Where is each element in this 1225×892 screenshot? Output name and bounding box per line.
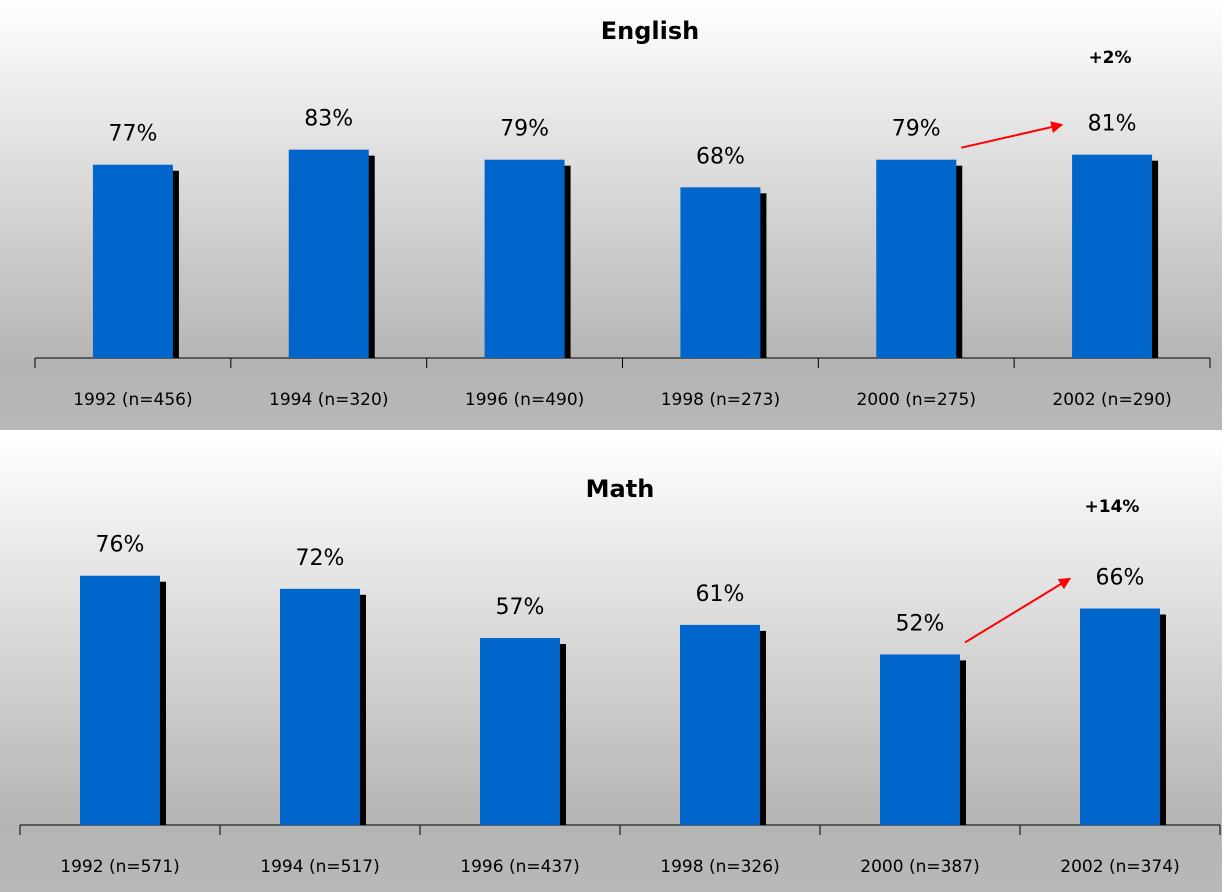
bar bbox=[484, 159, 565, 358]
x-tick-label: 2000 (n=275) bbox=[857, 390, 976, 410]
value-label: 68% bbox=[696, 144, 745, 169]
value-label: 52% bbox=[896, 611, 945, 636]
x-tick-label: 1996 (n=437) bbox=[460, 857, 579, 877]
x-tick-label: 1992 (n=456) bbox=[73, 390, 192, 410]
bar bbox=[280, 588, 360, 825]
x-tick-label: 1998 (n=273) bbox=[661, 390, 780, 410]
panel-background bbox=[0, 0, 1222, 430]
x-tick-label: 1996 (n=490) bbox=[465, 390, 584, 410]
chart-title: Math bbox=[586, 475, 655, 503]
bar bbox=[680, 624, 760, 825]
value-label: 83% bbox=[304, 107, 353, 132]
value-label: 61% bbox=[696, 582, 745, 607]
bar bbox=[80, 575, 160, 825]
chart-panel: Math +14% 76% 1992 (n=571) 72% 1994 (n=517) 57… bbox=[0, 437, 1222, 892]
chart-title: English bbox=[601, 17, 699, 45]
value-label: 79% bbox=[500, 117, 549, 142]
chart-panel: English +2% 77% 1992 (n=456) 83% 1994 (n=320)… bbox=[0, 0, 1222, 430]
panel-background bbox=[0, 437, 1222, 892]
bar bbox=[288, 149, 369, 358]
x-tick-label: 2002 (n=374) bbox=[1060, 857, 1179, 877]
bar bbox=[480, 638, 560, 825]
trend-arrow bbox=[964, 577, 1072, 644]
bar bbox=[92, 164, 173, 358]
value-label: 77% bbox=[108, 122, 157, 147]
value-label: 72% bbox=[296, 546, 345, 571]
value-label: 76% bbox=[96, 533, 145, 558]
change-annotation: +14% bbox=[1085, 497, 1140, 517]
x-tick-label: 1994 (n=320) bbox=[269, 390, 388, 410]
value-label: 81% bbox=[1088, 112, 1137, 137]
x-tick-label: 1992 (n=571) bbox=[60, 857, 179, 877]
value-label: 66% bbox=[1096, 566, 1145, 591]
bar bbox=[880, 654, 960, 825]
change-annotation: +2% bbox=[1088, 48, 1131, 68]
bar bbox=[1080, 608, 1160, 825]
bar bbox=[680, 187, 761, 358]
x-tick-label: 1998 (n=326) bbox=[660, 857, 779, 877]
x-tick-label: 1994 (n=517) bbox=[260, 857, 379, 877]
trend-arrow bbox=[961, 121, 1064, 149]
bar bbox=[876, 159, 957, 358]
x-tick-label: 2002 (n=290) bbox=[1052, 390, 1171, 410]
value-label: 57% bbox=[496, 595, 545, 620]
x-tick-label: 2000 (n=387) bbox=[860, 857, 979, 877]
value-label: 79% bbox=[892, 117, 941, 142]
bar bbox=[1072, 154, 1153, 358]
